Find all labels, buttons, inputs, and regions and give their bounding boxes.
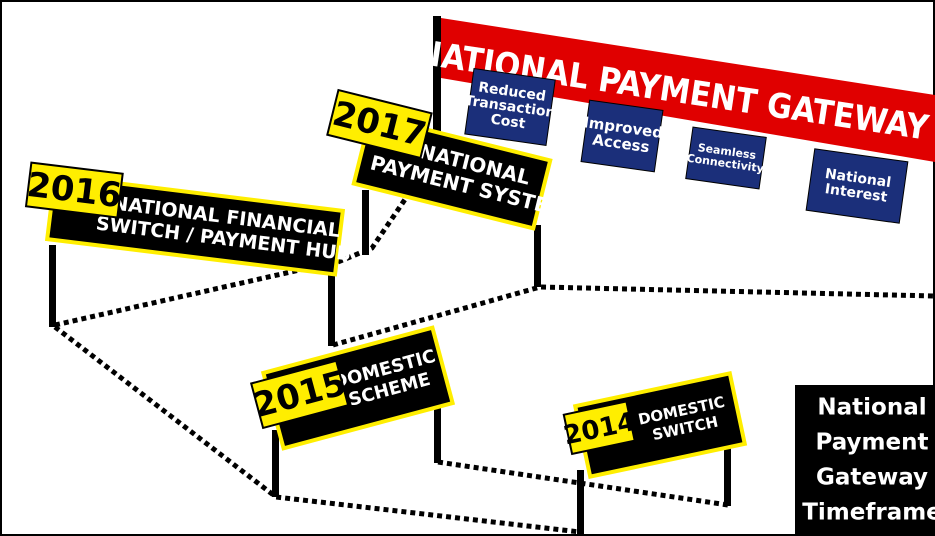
pole [328,270,335,346]
pole [577,470,584,536]
side-line: Gateway [816,465,928,491]
side-line: Payment [816,430,929,456]
pole [534,225,541,287]
side-line: National [817,395,926,421]
side-line: Timeframe [802,500,935,526]
scene: NATIONAL PAYMENT GATEWAY ReducedTransact… [0,0,935,536]
pole [272,430,279,497]
pole [362,190,369,255]
pole [49,245,56,327]
